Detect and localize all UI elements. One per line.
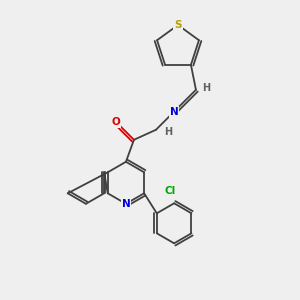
Text: H: H bbox=[202, 83, 210, 93]
Text: H: H bbox=[164, 127, 172, 137]
Text: N: N bbox=[169, 107, 178, 117]
Text: O: O bbox=[112, 117, 120, 127]
Text: N: N bbox=[122, 199, 130, 209]
Text: S: S bbox=[174, 20, 182, 30]
Text: Cl: Cl bbox=[164, 186, 176, 196]
